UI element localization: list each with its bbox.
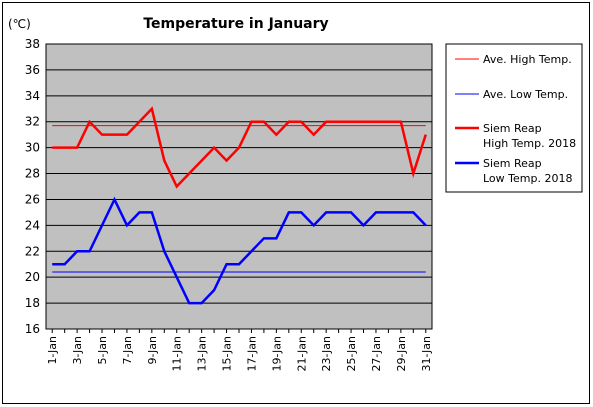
grid-lines (46, 69, 432, 304)
x-axis-ticks: 1-Jan 3-Jan 5-Jan 7-Jan 9-Jan 11-Jan 13-Jan 15-… (46, 329, 433, 372)
legend-label-siem-reap-low-line1: Siem Reap (483, 157, 542, 170)
series-lines (52, 106, 427, 305)
y-tick-label-24: 24 (25, 218, 40, 232)
x-tick-label-5-Jan: 5-Jan (96, 336, 109, 365)
y-tick-label-32: 32 (25, 115, 40, 129)
y-axis-unit-label: (℃) (8, 17, 31, 31)
series-line-3 (52, 196, 427, 305)
plot-area (45, 43, 433, 330)
y-tick-label-16: 16 (25, 322, 40, 336)
legend-entry-ave-low: Ave. Low Temp. (455, 88, 568, 101)
legend-label-siem-reap-low-line2: Low Temp. 2018 (483, 172, 572, 185)
x-tick-label-7-Jan: 7-Jan (121, 336, 134, 365)
y-axis-ticks: 16 18 20 22 24 26 28 30 32 34 36 38 (25, 37, 40, 336)
legend-entry-ave-high: Ave. High Temp. (455, 53, 572, 66)
y-tick-label-26: 26 (25, 192, 40, 206)
series-line-2 (52, 106, 427, 189)
y-tick-label-20: 20 (25, 270, 40, 284)
x-tick-label-25-Jan: 25-Jan (345, 336, 358, 372)
y-tick-label-34: 34 (25, 89, 40, 103)
y-tick-label-22: 22 (25, 244, 40, 258)
legend-box (445, 43, 583, 193)
y-tick-label-38: 38 (25, 37, 40, 51)
x-tick-label-19-Jan: 19-Jan (270, 336, 283, 372)
legend-entry-siem-reap-high: Siem Reap High Temp. 2018 (455, 122, 576, 150)
x-tick-label-27-Jan: 27-Jan (370, 336, 383, 372)
x-tick-label-9-Jan: 9-Jan (146, 336, 159, 365)
x-tick-label-31-Jan: 31-Jan (420, 336, 433, 372)
y-tick-label-36: 36 (25, 63, 40, 77)
legend-label-ave-high: Ave. High Temp. (483, 53, 572, 66)
x-tick-label-11-Jan: 11-Jan (171, 336, 184, 372)
x-tick-label-23-Jan: 23-Jan (320, 336, 333, 372)
x-tick-label-3-Jan: 3-Jan (71, 336, 84, 365)
legend-label-siem-reap-high-line1: Siem Reap (483, 122, 542, 135)
x-tick-label-1-Jan: 1-Jan (46, 336, 59, 365)
y-tick-label-30: 30 (25, 141, 40, 155)
legend-label-ave-low: Ave. Low Temp. (483, 88, 568, 101)
x-tick-label-21-Jan: 21-Jan (295, 336, 308, 372)
legend-label-siem-reap-high-line2: High Temp. 2018 (483, 137, 576, 150)
x-tick-label-17-Jan: 17-Jan (245, 336, 258, 372)
x-tick-label-15-Jan: 15-Jan (221, 336, 234, 372)
legend-entry-siem-reap-low: Siem Reap Low Temp. 2018 (455, 157, 572, 185)
y-tick-label-18: 18 (25, 296, 40, 310)
y-tick-label-28: 28 (25, 167, 40, 181)
x-tick-label-29-Jan: 29-Jan (395, 336, 408, 372)
x-tick-label-13-Jan: 13-Jan (196, 336, 209, 372)
chart-title: Temperature in January (143, 16, 328, 32)
